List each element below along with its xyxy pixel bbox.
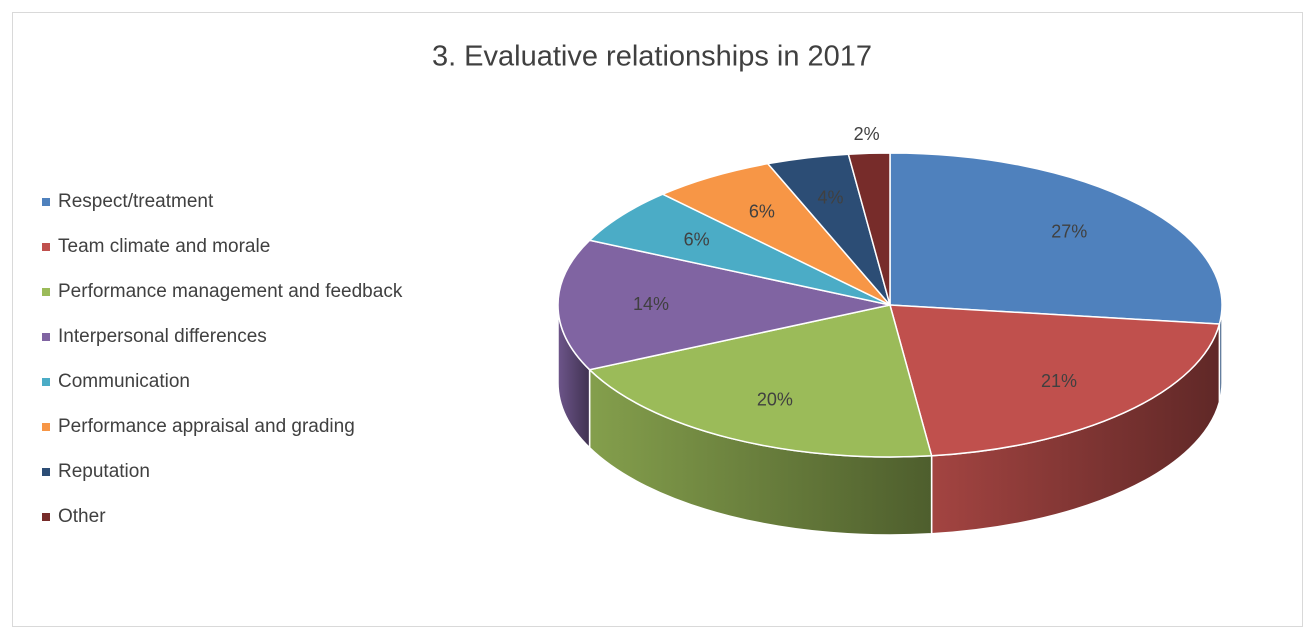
- data-label: 6%: [749, 201, 775, 221]
- legend-swatch: [42, 378, 50, 386]
- legend-swatch: [42, 423, 50, 431]
- legend-swatch: [42, 468, 50, 476]
- data-label: 21%: [1041, 371, 1077, 391]
- legend-label: Communication: [58, 371, 190, 392]
- data-label: 20%: [757, 390, 793, 410]
- data-label: 27%: [1051, 221, 1087, 241]
- legend-swatch: [42, 288, 50, 296]
- legend-label: Team climate and morale: [58, 236, 270, 257]
- slice: [588, 304, 933, 458]
- legend-swatch: [42, 333, 50, 341]
- chart-title: 3. Evaluative relationships in 2017: [432, 41, 872, 73]
- legend-label: Other: [58, 506, 106, 527]
- legend-label: Performance management and feedback: [58, 281, 403, 302]
- data-label: 2%: [854, 124, 880, 144]
- data-label: 14%: [633, 294, 669, 314]
- legend-swatch: [42, 243, 50, 251]
- slice: [588, 193, 891, 306]
- legend-label: Performance appraisal and grading: [58, 416, 355, 437]
- slice: [889, 152, 1223, 325]
- slice: [660, 162, 891, 306]
- data-label: 4%: [818, 188, 844, 208]
- legend-label: Interpersonal differences: [58, 326, 267, 347]
- legend-swatch: [42, 513, 50, 521]
- legend-label: Respect/treatment: [58, 191, 214, 212]
- slice: [888, 304, 1221, 457]
- legend-swatch: [42, 198, 50, 206]
- legend-label: Reputation: [58, 461, 150, 482]
- slice: [847, 152, 891, 306]
- slice: [557, 239, 891, 371]
- data-label: 6%: [684, 229, 710, 249]
